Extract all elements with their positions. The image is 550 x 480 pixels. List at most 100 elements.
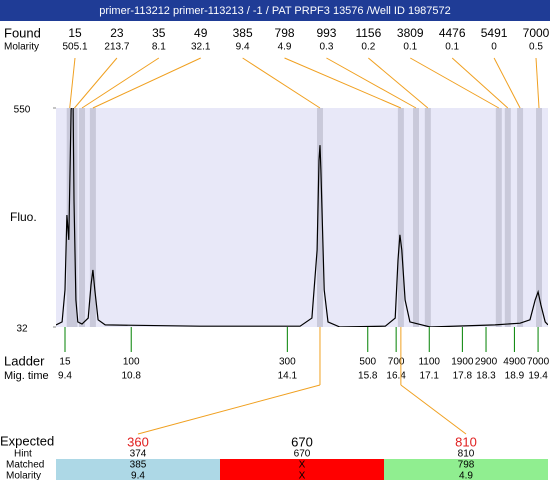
ladder-size: 100 (123, 357, 140, 368)
ladder-time: 18.9 (505, 371, 525, 382)
found-size: 798 (275, 26, 295, 40)
found-connector (493, 57, 521, 109)
found-band (517, 108, 524, 327)
found-connector (410, 57, 500, 109)
matched-molarity: X (299, 471, 306, 480)
found-band (316, 108, 323, 327)
found-molarity: 0.3 (320, 42, 334, 53)
matched-molarity: 4.9 (459, 471, 473, 480)
mig-time-label: Mig. time (4, 370, 49, 382)
found-size: 5491 (481, 26, 508, 40)
hint-size: 374 (130, 449, 147, 460)
match-connector (137, 384, 321, 435)
matched-cell (220, 459, 384, 480)
hint-size: 810 (458, 449, 475, 460)
found-molarity: 0 (491, 42, 497, 53)
expected-size: 810 (455, 434, 477, 449)
found-band (495, 108, 502, 327)
found-band (89, 108, 96, 327)
found-molarity: 0.5 (529, 42, 543, 53)
y-axis-label: Fluo. (10, 210, 37, 224)
matched-molarity: 9.4 (131, 471, 145, 480)
hint-size: 670 (294, 449, 311, 460)
ladder-time: 15.8 (358, 371, 378, 382)
expected-label: Expected (0, 433, 54, 448)
found-molarity: 0.1 (445, 42, 459, 53)
found-molarity: 0.2 (361, 42, 375, 53)
ladder-size: 15 (59, 357, 71, 368)
found-molarity: 4.9 (278, 42, 292, 53)
matched-size: 385 (130, 460, 147, 471)
title-bar (0, 0, 550, 21)
found-band (413, 108, 420, 327)
found-molarity: 8.1 (152, 42, 166, 53)
matched-cell (56, 459, 220, 480)
hint-label: Hint (14, 449, 32, 460)
found-size: 35 (152, 26, 166, 40)
ladder-size: 1100 (418, 357, 440, 368)
ladder-time: 17.8 (453, 371, 473, 382)
found-molarity: 505.1 (62, 42, 87, 53)
found-connector (368, 57, 429, 109)
trace (56, 108, 548, 327)
found-size: 1156 (355, 26, 381, 40)
found-size: 49 (194, 26, 208, 40)
found-connector (242, 57, 321, 109)
found-size: 15 (68, 26, 82, 40)
plot-area (56, 108, 548, 327)
found-connector (326, 57, 417, 109)
found-connector (69, 57, 76, 109)
ladder-size: 7000 (527, 357, 550, 368)
found-label: Found (4, 25, 41, 40)
found-size: 7000 (523, 26, 550, 40)
molarity-label: Molarity (4, 42, 39, 53)
found-band (424, 108, 431, 327)
found-molarity: 213.7 (104, 42, 129, 53)
ladder-size: 1900 (451, 357, 474, 368)
found-connector (284, 57, 402, 109)
ladder-time: 16.4 (386, 371, 406, 382)
expected-size: 360 (127, 434, 149, 449)
y-tick-label: 550 (14, 105, 31, 116)
ladder-time: 9.4 (58, 371, 72, 382)
found-connector (74, 57, 118, 109)
ladder-size: 700 (388, 357, 405, 368)
ladder-size: 2900 (475, 357, 498, 368)
found-connector (81, 57, 160, 109)
found-connector (451, 57, 509, 109)
found-size: 23 (110, 26, 124, 40)
ladder-time: 17.1 (420, 371, 440, 382)
matched-label: Matched (6, 460, 44, 471)
matched-size: X (299, 460, 306, 471)
matched-size: 798 (458, 460, 475, 471)
matched-cell (384, 459, 548, 480)
ladder-time: 14.1 (278, 371, 298, 382)
match-connector (400, 384, 467, 435)
ladder-time: 19.4 (528, 371, 548, 382)
ladder-time: 10.8 (121, 371, 141, 382)
found-connector (535, 57, 540, 109)
chart-title: primer-113212 primer-113213 / -1 / PAT P… (99, 5, 451, 17)
found-molarity: 0.1 (403, 42, 417, 53)
y-tick-label: 32 (16, 324, 28, 335)
found-molarity: 32.1 (191, 42, 211, 53)
found-size: 993 (316, 26, 336, 40)
found-size: 4476 (439, 26, 466, 40)
found-band (504, 108, 511, 327)
expected-size: 670 (291, 434, 313, 449)
ladder-label: Ladder (4, 353, 45, 368)
ladder-time: 18.3 (476, 371, 496, 382)
ladder-size: 500 (359, 357, 376, 368)
found-band (79, 108, 86, 327)
found-band (536, 108, 543, 327)
row-molarity-label: Molarity (6, 471, 41, 480)
found-band (397, 108, 404, 327)
found-size: 3809 (397, 26, 424, 40)
ladder-size: 4900 (503, 357, 526, 368)
found-connector (92, 57, 201, 109)
ladder-size: 300 (279, 357, 296, 368)
found-size: 385 (233, 26, 253, 40)
found-molarity: 9.4 (236, 42, 250, 53)
